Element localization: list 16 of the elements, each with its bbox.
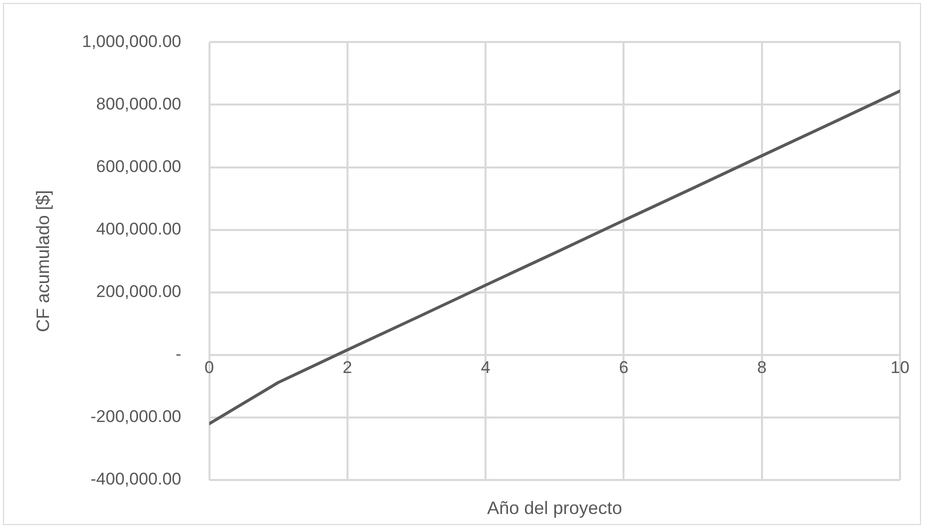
x-tick-label: 2 — [342, 358, 352, 377]
y-tick-label: - — [176, 344, 182, 364]
x-tick-label: 8 — [757, 358, 767, 377]
y-tick-label: 200,000.00 — [96, 282, 182, 302]
x-axis-title: Año del proyecto — [487, 498, 622, 518]
x-tick-label: 6 — [618, 358, 628, 377]
x-tick-label: 4 — [480, 358, 490, 377]
y-tick-label: 1,000,000.00 — [82, 32, 182, 51]
y-tick-label: 400,000.00 — [96, 220, 182, 239]
y-tick-label: -400,000.00 — [90, 470, 182, 489]
x-tick-label: 10 — [890, 358, 910, 377]
x-tick-label: 0 — [204, 358, 214, 377]
y-tick-label: 800,000.00 — [96, 94, 182, 114]
y-tick-label: 600,000.00 — [96, 156, 182, 176]
y-axis-title: CF acumulado [$] — [32, 190, 53, 332]
y-tick-label: -200,000.00 — [90, 407, 182, 426]
